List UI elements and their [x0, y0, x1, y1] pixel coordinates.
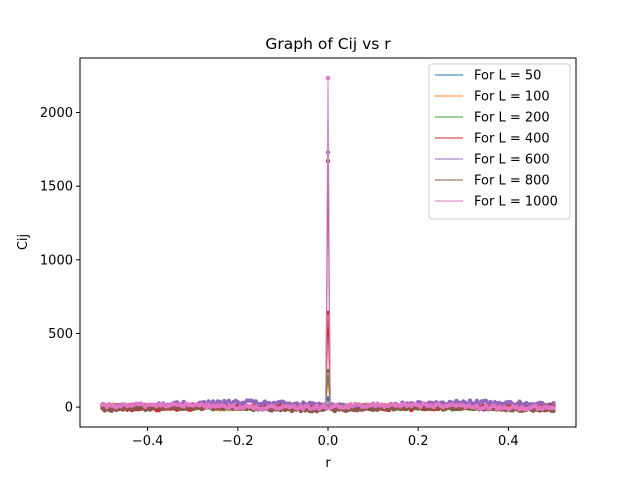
- data-point: [346, 405, 351, 410]
- legend-label: For L = 100: [474, 90, 550, 105]
- y-tick-label: 1500: [40, 180, 73, 195]
- data-point: [323, 405, 328, 411]
- data-point: [474, 398, 479, 404]
- x-tick-label: 0.0: [318, 434, 339, 449]
- y-tick-label: 500: [48, 327, 73, 342]
- data-point: [226, 398, 231, 403]
- legend-label: For L = 400: [474, 132, 550, 147]
- y-axis-label: Cij: [16, 234, 31, 250]
- x-tick-label: 0.4: [498, 434, 519, 449]
- data-point: [325, 158, 331, 164]
- y-axis: 0 500 1000 1500 2000: [40, 106, 80, 416]
- y-tick-label: 1000: [40, 253, 73, 268]
- data-point: [551, 405, 556, 410]
- data-point: [325, 150, 331, 155]
- data-point: [551, 401, 556, 406]
- legend-label: For L = 600: [474, 153, 550, 168]
- legend: For L = 50 For L = 100 For L = 200 For L = …: [428, 63, 571, 220]
- data-point: [325, 75, 331, 81]
- series-7: [100, 75, 556, 412]
- legend-label: For L = 200: [474, 111, 550, 126]
- data-point: [539, 400, 545, 406]
- legend-label: For L = 1000: [474, 195, 558, 210]
- legend-label: For L = 800: [474, 174, 550, 189]
- legend-label: For L = 50: [474, 69, 541, 84]
- x-axis: −0.4 −0.2 0.0 0.2 0.4: [132, 427, 519, 449]
- legend-box: [428, 63, 571, 220]
- chart-title: Graph of Cij vs r: [265, 35, 391, 53]
- y-tick-label: 2000: [40, 106, 73, 121]
- x-tick-label: −0.2: [222, 434, 254, 449]
- x-tick-label: 0.2: [408, 434, 429, 449]
- y-tick-label: 0: [65, 401, 73, 416]
- data-point: [210, 399, 216, 404]
- x-axis-label: r: [325, 456, 331, 471]
- plot-area: [100, 75, 556, 414]
- x-tick-label: −0.4: [132, 434, 164, 449]
